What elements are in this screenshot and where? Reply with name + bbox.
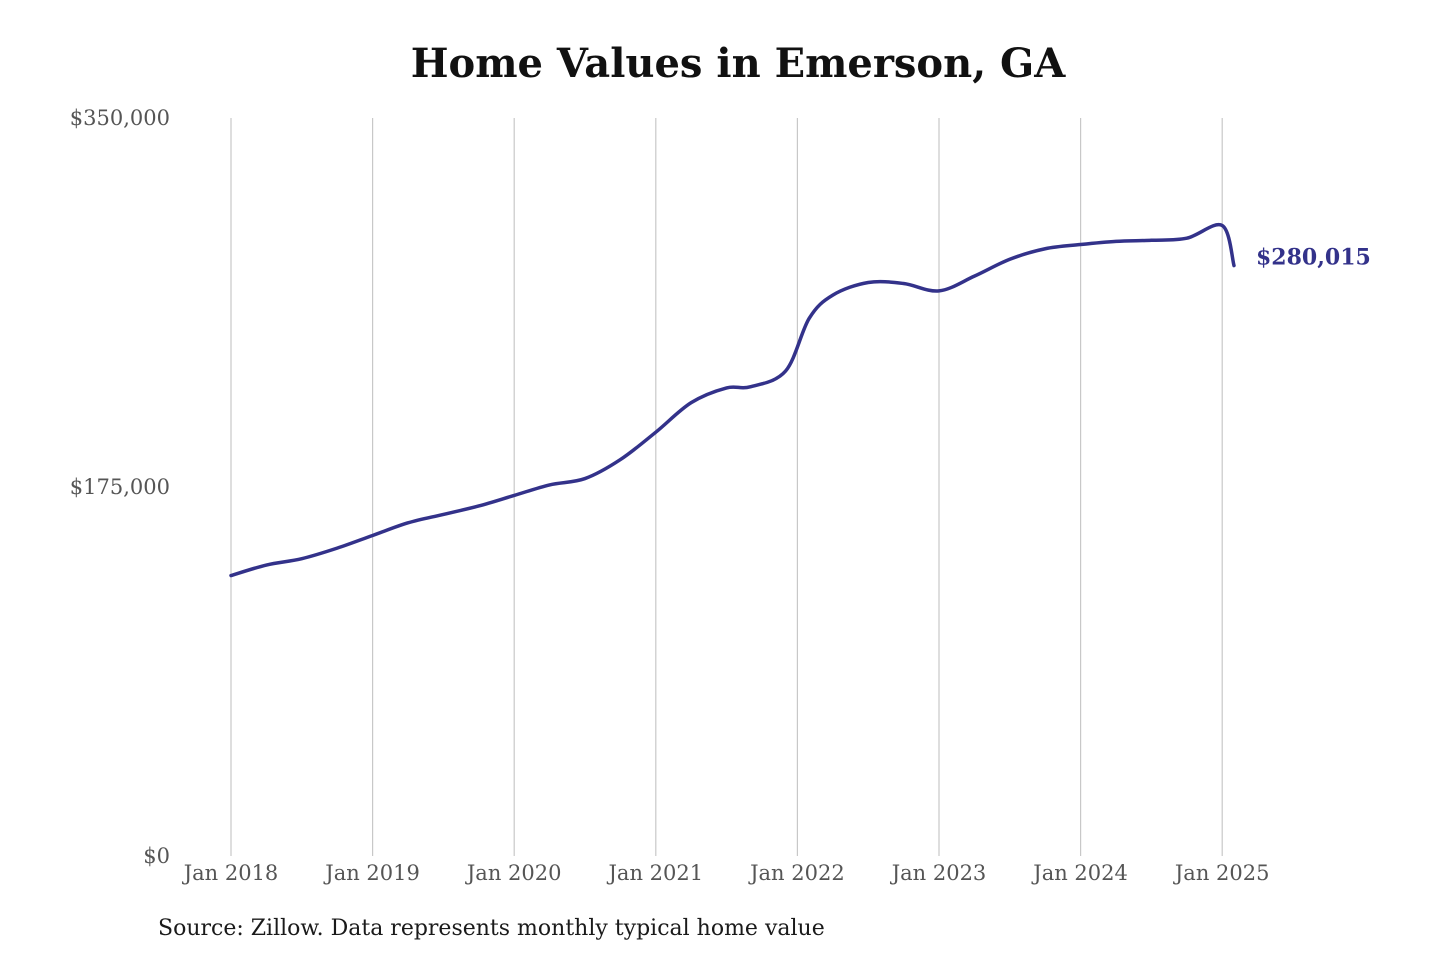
x-tick-labels: Jan 2018 Jan 2019 Jan 2020 Jan 2021 Jan 2022… xyxy=(182,861,1270,885)
x-tick-label: Jan 2019 xyxy=(323,861,420,885)
source-note: Source: Zillow. Data represents monthly … xyxy=(158,916,825,941)
y-tick-labels: $0 $175,000 $350,000 xyxy=(70,106,170,868)
chart-title: Home Values in Emerson, GA xyxy=(410,40,1066,87)
x-tick-label: Jan 2025 xyxy=(1173,861,1270,885)
end-value-label: $280,015 xyxy=(1256,245,1371,271)
x-tick-label: Jan 2022 xyxy=(748,861,845,885)
y-tick-label: $350,000 xyxy=(70,106,170,130)
x-tick-label: Jan 2020 xyxy=(465,861,562,885)
y-tick-label: $0 xyxy=(143,844,170,868)
x-tick-label: Jan 2018 xyxy=(182,861,279,885)
home-value-series-line xyxy=(229,222,1236,578)
x-tick-label: Jan 2023 xyxy=(890,861,987,885)
y-tick-label: $175,000 xyxy=(70,475,170,499)
x-gridlines xyxy=(230,118,1223,856)
x-tick-label: Jan 2024 xyxy=(1031,861,1128,885)
x-tick-label: Jan 2021 xyxy=(607,861,704,885)
